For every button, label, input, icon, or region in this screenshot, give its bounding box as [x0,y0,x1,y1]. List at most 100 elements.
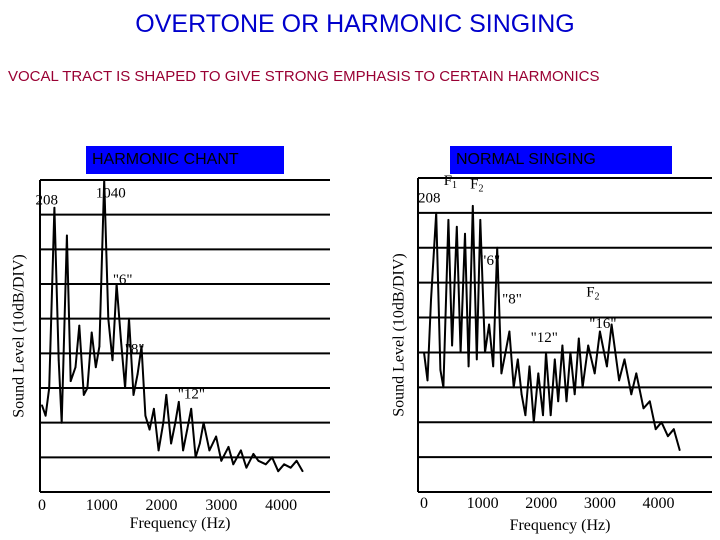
data-point [435,211,438,214]
data-point [667,435,669,438]
data-point [74,366,77,369]
x-tick-label: 0 [420,495,428,512]
annotation-label: "6" [480,253,500,269]
annotation-label: "6" [113,272,133,288]
data-point [48,387,51,389]
data-point [557,400,560,403]
data-point [528,365,531,368]
data-point [577,337,580,340]
spectrum-line [423,204,681,451]
data-point [144,414,147,417]
data-point [152,407,155,410]
annotation-label: 208 [36,192,59,208]
data-point [240,449,242,452]
data-point [565,400,568,403]
data-point [545,351,547,354]
data-point [198,442,201,445]
x-tick-label: 2000 [146,497,178,514]
data-point [455,225,458,228]
data-point [120,338,122,341]
data-point [177,400,180,403]
x-tick-label: 1000 [86,497,118,514]
data-point [57,359,60,362]
x-tick-label: 1000 [467,495,499,512]
data-point [516,358,519,361]
data-point [610,323,613,326]
data-point [283,463,285,466]
data-point [174,421,177,424]
data-point [186,428,189,431]
data-point [439,368,442,371]
data-point [227,446,230,448]
data-point [648,400,651,403]
annotation-label: "16" [589,316,616,332]
data-point [194,456,197,459]
data-point [678,449,681,452]
data-point [136,373,139,376]
data-point [464,232,466,235]
data-point [232,463,235,466]
data-point [423,351,425,354]
data-point [642,407,645,410]
data-point [606,365,608,368]
data-point [451,344,454,347]
data-point [593,372,596,375]
x-axis-label: Frequency (Hz) [510,517,611,534]
data-point [635,372,638,375]
data-point [537,372,540,375]
data-point [157,449,160,452]
data-point [111,359,114,362]
data-point [208,449,211,452]
annotation-label: 1040 [96,185,126,201]
data-point [520,393,523,396]
panel-label-normal-singing: NORMAL SINGING [450,146,672,174]
x-tick-label: 4000 [643,495,675,512]
data-point [190,407,193,410]
data-point [257,459,260,462]
data-point [53,206,56,209]
slide-title: OVERTONE OR HARMONIC SINGING [135,10,575,38]
data-point [459,351,462,354]
annotation-label: 208 [418,190,441,206]
data-point [124,387,126,389]
data-point [252,452,255,455]
data-point [182,449,184,452]
data-point [542,414,544,417]
data-point [447,218,450,221]
data-point [44,414,47,417]
data-point [289,466,292,469]
data-point [128,317,130,320]
y-axis-label: Sound Level (10dB/DIV) [11,254,28,418]
data-point [277,470,280,473]
data-point [654,428,657,431]
data-point [524,414,527,417]
spectrum-line [41,179,304,473]
x-tick-label: 4000 [265,497,297,514]
data-point [295,459,298,462]
data-point [165,394,168,396]
x-axis-label: Frequency (Hz) [130,515,231,532]
data-point [587,344,590,347]
data-point [301,470,304,473]
annotation-label: "12" [531,330,558,346]
data-point [488,323,490,326]
data-point [569,351,572,354]
data-point [496,246,499,249]
data-point [69,380,72,382]
data-point [132,394,135,396]
data-point [103,179,106,181]
data-point [581,386,584,389]
data-point [549,414,552,417]
data-point [553,358,556,361]
data-point [107,317,110,320]
data-point [60,421,63,424]
data-point [271,456,274,459]
data-point [492,365,495,368]
data-point [532,421,535,424]
data-point [512,386,515,389]
x-tick-label: 3000 [205,497,237,514]
annotation-label: F2 [470,176,483,194]
data-point [148,428,151,431]
